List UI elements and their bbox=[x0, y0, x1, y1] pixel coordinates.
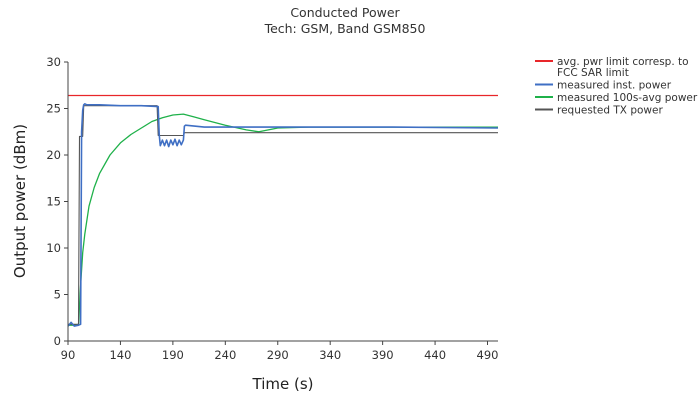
y-tick-label: 10 bbox=[46, 241, 61, 255]
x-ticks: 90 140 190 240 290 340 390 440 490 bbox=[61, 341, 499, 362]
x-tick-label: 440 bbox=[424, 348, 446, 362]
x-tick-label: 490 bbox=[477, 348, 499, 362]
legend-label-avg: measured 100s-avg power bbox=[557, 92, 698, 104]
y-ticks: 0 5 10 15 20 25 30 bbox=[46, 55, 68, 348]
series-line-inst bbox=[67, 103, 499, 327]
x-tick-label: 290 bbox=[267, 348, 289, 362]
legend-label-limit: FCC SAR limit bbox=[557, 67, 629, 79]
y-tick-label: 20 bbox=[46, 148, 61, 162]
x-tick-label: 140 bbox=[109, 348, 131, 362]
plot-lines bbox=[67, 94, 499, 327]
series-line-avg bbox=[68, 113, 498, 326]
chart-subtitle: Tech: GSM, Band GSM850 bbox=[264, 21, 426, 36]
x-tick-label: 190 bbox=[162, 348, 184, 362]
y-tick-label: 0 bbox=[54, 334, 61, 348]
x-tick-label: 90 bbox=[61, 348, 76, 362]
y-tick-label: 25 bbox=[46, 102, 61, 116]
x-axis-label: Time (s) bbox=[252, 375, 314, 393]
x-tick-label: 340 bbox=[319, 348, 341, 362]
legend-label-limit: avg. pwr limit corresp. to bbox=[557, 56, 689, 68]
x-tick-label: 240 bbox=[214, 348, 236, 362]
y-tick-label: 30 bbox=[46, 55, 61, 69]
x-tick-label: 390 bbox=[372, 348, 394, 362]
legend-label-requested: requested TX power bbox=[557, 105, 663, 117]
y-tick-label: 5 bbox=[54, 288, 61, 302]
y-axis-label: Output power (dBm) bbox=[11, 124, 29, 278]
legend-label-inst: measured inst. power bbox=[557, 80, 672, 92]
y-tick-label: 15 bbox=[46, 195, 61, 209]
series-line-requested bbox=[68, 105, 498, 325]
chart-title: Conducted Power bbox=[290, 5, 400, 20]
